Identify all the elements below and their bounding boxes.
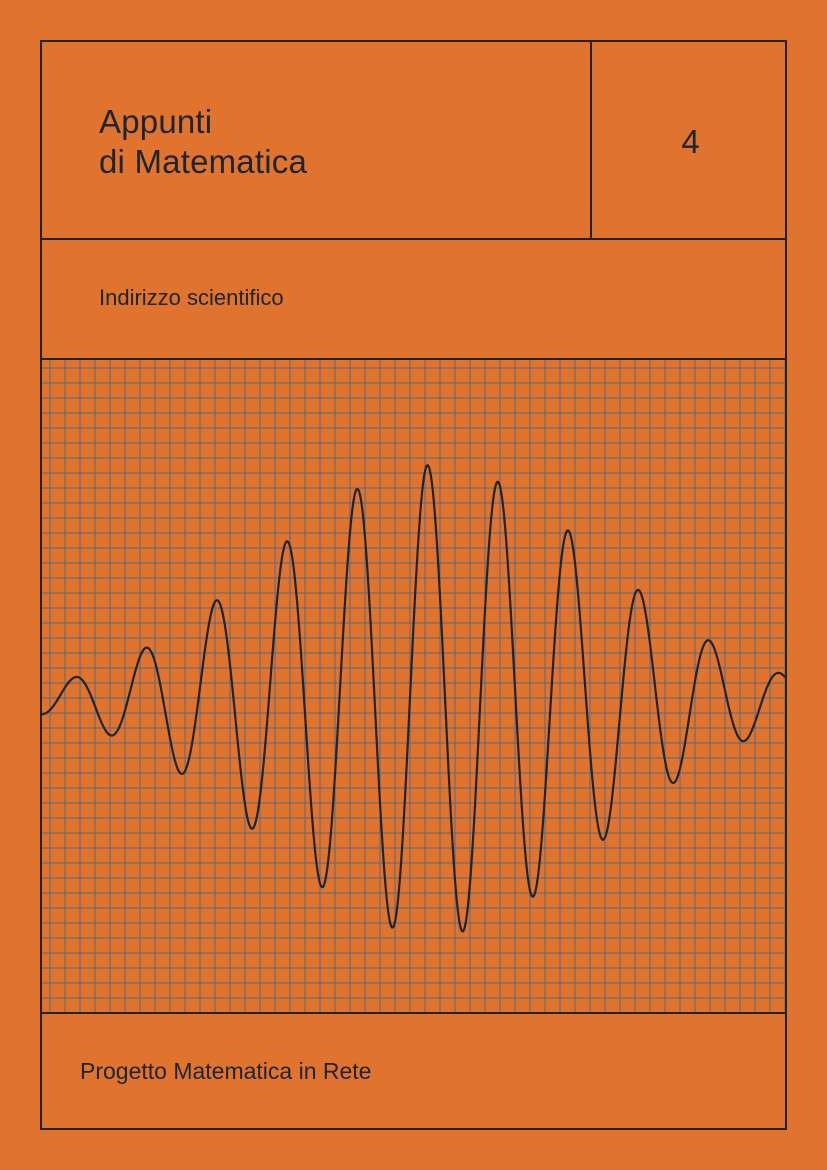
- wave-curve: [42, 464, 785, 933]
- cover-frame: Appunti di Matematica 4 Indirizzo scient…: [40, 40, 787, 1130]
- header-row: Appunti di Matematica 4: [42, 42, 785, 240]
- graph-paper-grid: [42, 360, 785, 1012]
- wave-graph: [42, 360, 785, 1012]
- subject-row: Indirizzo scientifico: [42, 240, 785, 360]
- subject-label: Indirizzo scientifico: [99, 285, 284, 310]
- project-name: Progetto Matematica in Rete: [80, 1058, 372, 1084]
- footer-row: Progetto Matematica in Rete: [42, 1014, 785, 1128]
- book-title: Appunti di Matematica: [99, 103, 308, 180]
- volume-cell: 4: [592, 42, 785, 238]
- volume-number: 4: [681, 123, 700, 160]
- title-cell: Appunti di Matematica: [42, 42, 592, 238]
- wave-illustration: [42, 360, 785, 1014]
